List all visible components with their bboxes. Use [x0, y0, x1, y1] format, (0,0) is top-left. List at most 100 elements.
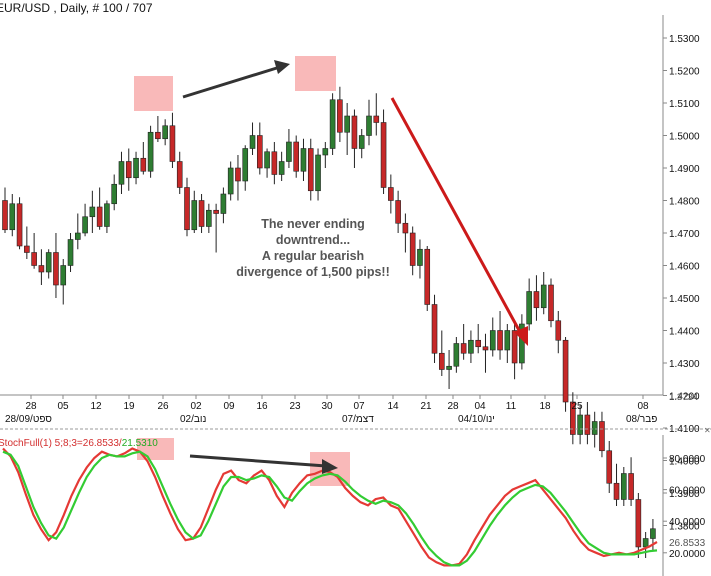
- candle-body: [104, 203, 110, 227]
- divergence-arrow-stoch: [189, 454, 338, 474]
- candle-body: [438, 352, 445, 370]
- candle-body: [9, 203, 16, 231]
- annotation-line-1: The never ending: [261, 217, 365, 231]
- candle-body: [38, 265, 45, 273]
- price-tick-label: 1.3800: [669, 522, 700, 533]
- time-tick-label: 09: [223, 401, 235, 412]
- time-tick-label: 02: [190, 401, 202, 412]
- stoch-label-value: 21.5310: [122, 438, 159, 449]
- candle-body: [191, 200, 198, 231]
- stoch-label: StochFull(1) 5;8;3=26.8533/21.5310: [0, 438, 158, 449]
- panel-close-icon[interactable]: ✕: [704, 426, 711, 435]
- candle-body: [460, 343, 467, 354]
- annotation-text: The never ending downtrend... A regular …: [236, 217, 390, 279]
- candle-body: [468, 339, 474, 354]
- candle-body: [307, 148, 314, 192]
- candle-body: [169, 125, 176, 162]
- divergence-arrow-price: [182, 60, 290, 99]
- candle-body: [584, 414, 591, 435]
- price-tick-label: 1.4600: [669, 262, 700, 273]
- month-label: 08/פבר: [626, 414, 657, 425]
- stoch-current-value: 26.8533: [669, 538, 706, 549]
- month-label: 04/10/ינו: [458, 414, 495, 425]
- price-tick-label: 1.5000: [669, 132, 700, 143]
- price-tick-label: 1.4200: [669, 392, 700, 403]
- price-tick-label: 1.5300: [669, 34, 700, 45]
- candle-body: [511, 330, 518, 364]
- candle-body: [220, 193, 227, 214]
- candle-body: [577, 414, 583, 435]
- candle-body: [249, 135, 256, 149]
- price-tick-label: 1.4900: [669, 164, 700, 175]
- candle-body: [176, 161, 183, 188]
- candle-body: [235, 167, 241, 182]
- candle-body: [24, 245, 30, 253]
- highlight-box-price-1: [134, 76, 173, 111]
- time-axis: 28 05 12 19 26 02 09 16 23 30 07 14 21 28 04 11 18 25 08 28…: [5, 395, 657, 425]
- candle-body: [533, 291, 540, 309]
- candle-body: [417, 248, 423, 266]
- time-tick-label: 18: [539, 401, 551, 412]
- candle-body: [147, 131, 154, 172]
- annotation-line-2: downtrend...: [276, 233, 350, 247]
- candle-body: [424, 248, 431, 305]
- time-tick-label: 07: [353, 401, 365, 412]
- price-tick-label: 1.4300: [669, 359, 700, 370]
- price-tick-label: 1.5100: [669, 99, 700, 110]
- candle-body: [628, 473, 634, 500]
- time-tick-label: 12: [90, 401, 102, 412]
- candle-body: [446, 365, 452, 370]
- price-tick-label: 1.4400: [669, 327, 700, 338]
- candle-body: [286, 141, 292, 162]
- candle-body: [329, 99, 336, 149]
- stochastic-lines: [2, 447, 658, 567]
- annotation-line-3: A regular bearish: [262, 249, 364, 263]
- month-label: 02/נוב: [180, 414, 206, 425]
- time-tick-label: 19: [123, 401, 135, 412]
- candle-body: [395, 200, 401, 224]
- candle-body: [2, 200, 8, 231]
- candle-body: [613, 482, 620, 500]
- time-tick-label: 23: [289, 401, 301, 412]
- candle-body: [322, 148, 329, 156]
- candle-body: [562, 339, 569, 403]
- candle-body: [264, 151, 270, 169]
- time-tick-label: 21: [420, 401, 432, 412]
- candle-body: [402, 222, 409, 234]
- candle-body: [213, 209, 219, 214]
- candle-body: [67, 239, 74, 266]
- candle-body: [555, 320, 562, 341]
- price-tick-label: 1.4500: [669, 294, 700, 305]
- candle-body: [431, 304, 438, 354]
- candle-body: [315, 154, 321, 192]
- candle-body: [96, 206, 103, 227]
- highlight-box-price-2: [295, 56, 336, 91]
- chart-title: EUR/USD , Daily, # 100 / 707: [0, 1, 153, 15]
- candle-body: [82, 216, 88, 234]
- candle-body: [366, 115, 372, 136]
- candle-body: [373, 115, 380, 123]
- time-tick-label: 28: [447, 401, 459, 412]
- candle-body: [271, 151, 278, 175]
- candle-body: [358, 135, 365, 149]
- time-tick-label: 05: [57, 401, 69, 412]
- month-label: 07/דצמ: [342, 414, 374, 425]
- price-tick-label: 1.4700: [669, 229, 700, 240]
- candle-body: [497, 330, 503, 351]
- stoch-tick-label: 80.0000: [669, 454, 706, 465]
- price-axis: 1.5300 1.5200 1.5100 1.5000 1.4900 1.4800 1.47…: [663, 34, 700, 533]
- time-tick-label: 08: [637, 401, 649, 412]
- candle-body: [337, 99, 343, 133]
- candle-body: [606, 450, 613, 484]
- candle-body: [125, 161, 132, 179]
- stoch-tick-label: 60.0000: [669, 486, 706, 497]
- stoch-tick-label: 20.0000: [669, 549, 706, 560]
- candle-body: [482, 346, 489, 351]
- candle-body: [75, 232, 81, 240]
- candle-body: [140, 157, 147, 172]
- month-label: 28/09/ספט: [5, 414, 52, 425]
- candle-body: [409, 232, 416, 266]
- last-price-label: 1.3734: [669, 392, 698, 403]
